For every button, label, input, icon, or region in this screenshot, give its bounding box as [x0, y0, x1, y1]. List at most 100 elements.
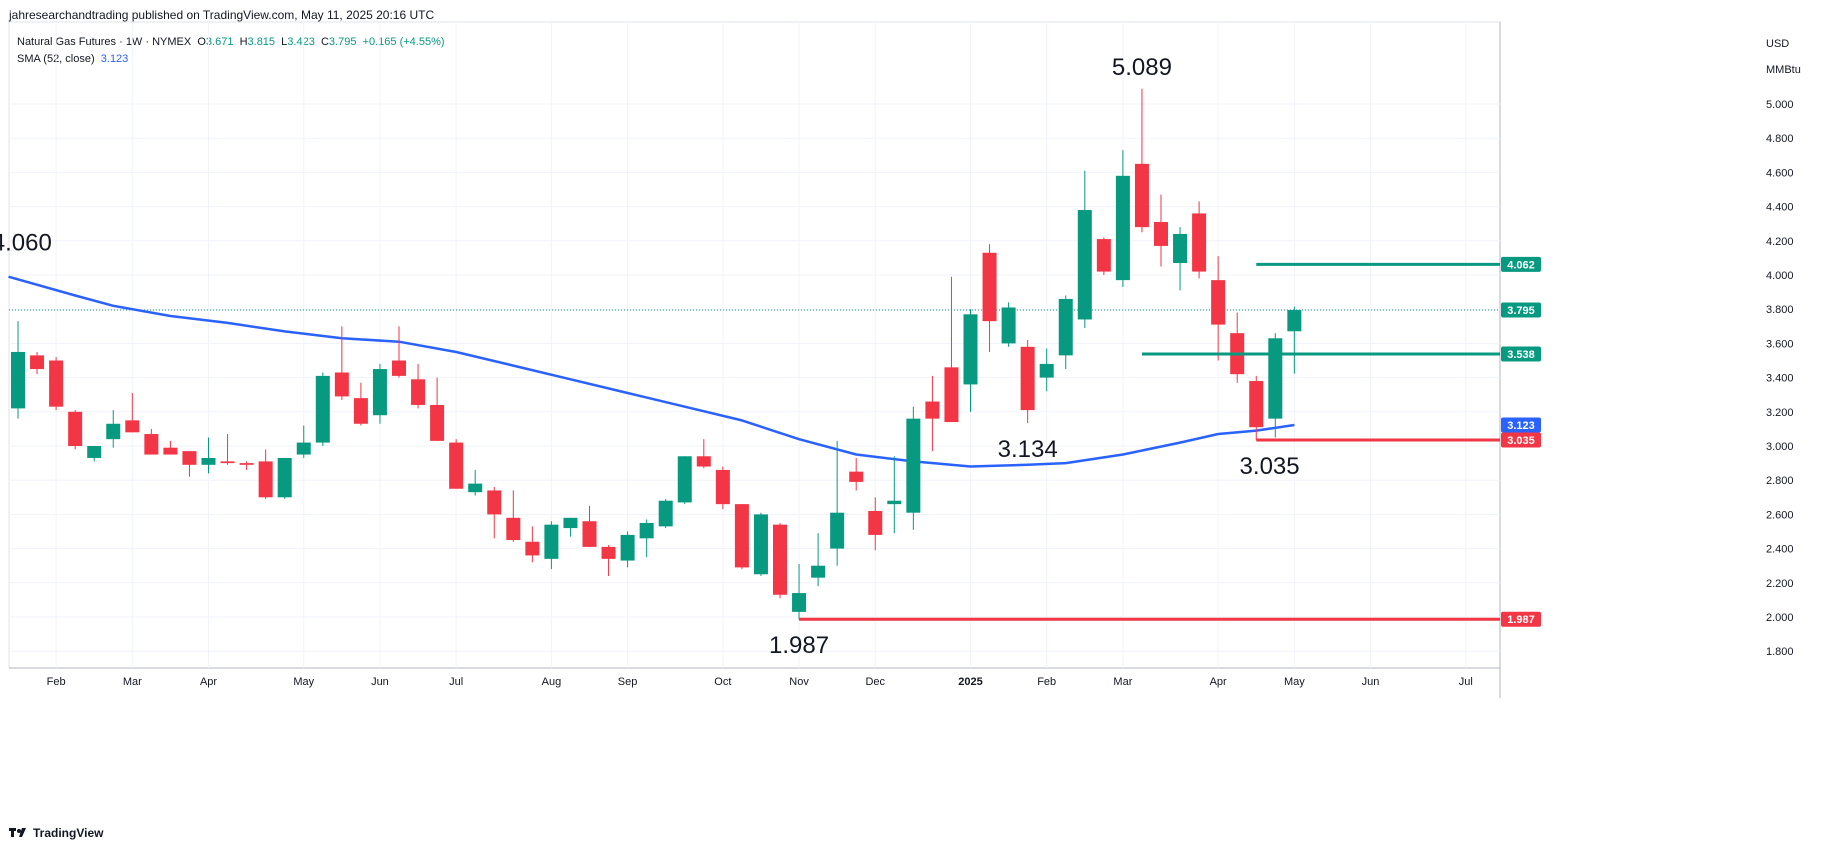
close-value: 3.795 — [328, 36, 357, 48]
candle-body — [468, 483, 483, 493]
candle-body — [449, 442, 464, 489]
x-tick-label: Dec — [865, 676, 885, 688]
candle — [106, 410, 121, 448]
candle — [239, 461, 254, 470]
candle-body — [1173, 233, 1188, 264]
candle — [372, 363, 387, 424]
candle-body — [1077, 210, 1092, 320]
candle — [734, 504, 749, 570]
candle-body — [1039, 363, 1054, 378]
candle — [1001, 302, 1016, 347]
candle-body — [792, 593, 807, 612]
candle — [1020, 339, 1035, 424]
support-badge-bg — [1501, 611, 1541, 627]
candle — [887, 456, 902, 534]
sma-badge: 3.123 — [1501, 417, 1541, 433]
open-value: 3.671 — [205, 36, 234, 48]
axis-currency[interactable]: USD — [1766, 38, 1789, 50]
support-badge: 3.035 — [1501, 432, 1541, 448]
candle — [544, 521, 559, 570]
sma-badge-bg — [1501, 417, 1541, 433]
candle — [49, 357, 64, 411]
candle — [677, 456, 692, 505]
y-tick-label: 4.000 — [1766, 270, 1794, 282]
candle-body — [887, 500, 902, 505]
candle-body — [144, 434, 159, 455]
candle-body — [49, 360, 64, 407]
y-tick-label: 1.800 — [1766, 646, 1794, 658]
candle-body — [944, 367, 959, 423]
candle-body — [620, 534, 635, 561]
candle-body — [811, 565, 826, 578]
candle — [163, 440, 178, 455]
candle-body — [1287, 310, 1302, 332]
ohlc-row: Natural Gas Futures · 1W · NYMEX O3.671 … — [17, 34, 445, 51]
candle — [830, 440, 845, 566]
x-tick-label: Jul — [449, 676, 463, 688]
close-label: C — [320, 36, 329, 48]
candle — [1115, 150, 1130, 287]
open-label: O — [197, 36, 206, 48]
candle-body — [677, 456, 692, 503]
candle — [258, 449, 273, 500]
candle-body — [125, 420, 140, 433]
symbol-label[interactable]: Natural Gas Futures · 1W · NYMEX — [17, 36, 192, 48]
support-badge-text: 1.987 — [1507, 614, 1535, 626]
x-tick-label: Nov — [789, 676, 809, 688]
candle-body — [582, 521, 597, 547]
x-tick-label: Apr — [200, 676, 217, 688]
candle-body — [906, 418, 921, 513]
candle — [773, 522, 787, 599]
candle — [982, 244, 997, 352]
candle — [1287, 306, 1302, 374]
candle-body — [849, 471, 864, 482]
candle — [1211, 256, 1226, 361]
candle-body — [925, 401, 940, 419]
candle-body — [334, 372, 349, 397]
candle-body — [411, 379, 426, 405]
candle — [315, 372, 330, 446]
candle-body — [163, 447, 178, 455]
candle — [1173, 227, 1188, 291]
y-tick-label: 4.400 — [1766, 202, 1794, 214]
candle — [30, 351, 45, 375]
y-tick-label: 3.800 — [1766, 304, 1794, 316]
price-axis[interactable]: USD MMBtu 1.800 2.000 2.200 2.400 2.600 2.800… — [1501, 38, 1801, 658]
high-value: 3.815 — [247, 36, 276, 48]
resistance-badge: 3.538 — [1501, 346, 1541, 362]
candle — [125, 392, 140, 433]
candle-body — [258, 461, 273, 498]
candle-body — [487, 490, 502, 515]
x-tick-label: Sep — [618, 676, 638, 688]
sma-line — [8, 275, 1295, 468]
x-tick-label: May — [293, 676, 314, 688]
candle — [792, 563, 807, 620]
resistance-badge: 4.062 — [1501, 256, 1541, 272]
candle-body — [372, 369, 387, 416]
candle — [296, 425, 311, 458]
high-label: H — [239, 36, 248, 48]
grid — [8, 21, 1501, 698]
x-tick-label: Oct — [714, 676, 731, 688]
last-price-badge-bg — [1501, 302, 1541, 318]
candle-body — [1020, 346, 1035, 411]
candle-body — [30, 355, 45, 370]
candle — [1077, 170, 1092, 329]
y-tick-label: 3.400 — [1766, 373, 1794, 385]
candle-body — [715, 469, 730, 505]
candle — [525, 526, 540, 563]
x-tick-label: Mar — [123, 676, 142, 688]
time-axis[interactable]: Feb Mar Apr May Jun Jul Aug Sep Oct Nov Dec 2025 Feb… — [47, 676, 1473, 688]
candle-body — [525, 541, 540, 556]
candle — [1058, 295, 1073, 370]
footer-brand: TradingView — [9, 826, 103, 840]
support-badge-bg — [1501, 432, 1541, 448]
candle — [849, 457, 864, 491]
last-price-badge-text: 3.795 — [1507, 305, 1535, 317]
x-tick-label: May — [1284, 676, 1305, 688]
axis-unit[interactable]: MMBtu — [1766, 64, 1801, 76]
candle — [906, 406, 921, 530]
publisher-header: jahresearchandtrading published on Tradi… — [9, 8, 435, 22]
candle — [1039, 348, 1054, 392]
